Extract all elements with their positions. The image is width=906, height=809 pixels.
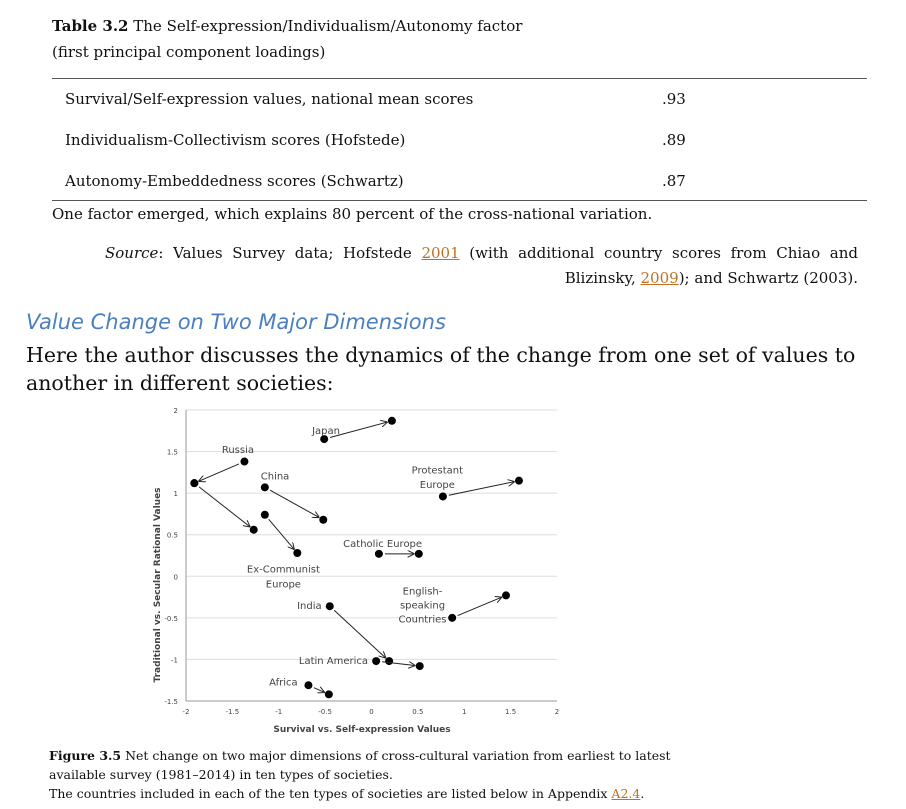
data-point-end [501,591,510,600]
group-label: Catholic Europe [343,539,422,550]
y-tick-label: -0.5 [164,615,178,623]
data-point-start [448,613,457,622]
data-point-end [385,657,394,666]
group-label: Africa [269,678,298,689]
data-point-start [240,457,249,466]
y-tick-label: 1.5 [167,449,178,457]
source-text: (with additional country scores from Chi… [459,244,858,287]
source-label: Source [105,244,159,262]
group-label: Protestant [412,466,464,477]
y-axis-label: Traditional vs. Secular Rational Values [153,487,163,682]
figure-caption: Figure 3.5 Net change on two major dimen… [49,746,689,803]
x-tick-label: -2 [183,708,190,716]
data-point-end [319,515,328,524]
table-title: The Self-expression/Individualism/Autono… [128,17,523,35]
y-tick-label: 0 [174,573,178,581]
table-caption: Table 3.2 The Self-expression/Individual… [52,17,522,35]
group-label: Europe [266,580,301,591]
x-tick-label: 1.5 [505,708,516,716]
x-tick-label: 0.5 [412,708,423,716]
x-tick-label: 0 [369,708,373,716]
change-arrow [198,486,250,527]
data-point-end [324,690,333,699]
group-label: Russia [222,445,254,456]
figure-label: Figure 3.5 [49,748,122,763]
table-row-value: .87 [662,172,686,190]
data-point-start [190,479,199,488]
data-point-end [387,416,396,425]
data-point-end [249,525,258,534]
table-row-name: Autonomy-Embeddedness scores (Schwartz) [65,172,404,190]
group-label: Ex-Communist [247,565,320,576]
table-row-name: Survival/Self-expression values, nationa… [65,90,474,108]
group-label: Japan [311,426,340,437]
data-point-end [293,549,302,558]
data-point-start [260,483,269,492]
group-label: Latin America [299,656,368,667]
table-row-value: .89 [662,131,686,149]
table-row-name: Individualism-Collectivism scores (Hofst… [65,131,406,149]
appendix-link[interactable]: A2.4 [611,786,641,801]
x-tick-label: -1.5 [226,708,240,716]
group-label: Countries [399,615,447,626]
group-label: speaking [400,600,445,611]
x-tick-label: -1 [275,708,282,716]
data-point-end [414,549,423,558]
group-label: English- [403,586,443,597]
change-arrow [268,519,294,549]
section-heading: Value Change on Two Major Dimensions [26,310,446,334]
change-arrow [269,489,319,517]
data-point-start [320,435,329,444]
caption-end: . [640,786,645,801]
source-text: ); and Schwartz (2003). [678,269,858,287]
data-point-start [325,602,334,611]
table-row-value: .93 [662,90,686,108]
change-arrow [329,422,387,439]
data-point-start [304,681,313,690]
y-tick-label: 1 [174,490,178,498]
data-point-end [514,476,523,485]
data-point-start [438,492,447,501]
y-tick-label: -1.5 [164,698,178,706]
change-arrow [457,597,502,617]
group-label: India [297,601,322,612]
caption-note: The countries included in each of the te… [49,786,612,801]
scatter-chart: 2 1.5 1 0.5 0 -0.5 -1 -1.5 -2 -1.5 -1 -0.5 0 0.5 1 1.5 2… [153,407,559,735]
section-paragraph: Here the author discusses the dynamics o… [26,343,856,395]
data-point-start [260,510,269,519]
change-arrow [313,688,324,693]
caption-text: Net change on two major dimensions of cr… [49,748,671,782]
y-tick-label: 2 [174,407,178,415]
source-text: : Values Survey data; Hofstede [158,244,422,262]
group-label: Europe [420,480,455,491]
table-top-rule [52,78,867,79]
x-axis-label: Survival vs. Self-expression Values [273,725,450,735]
data-point-start [374,549,383,558]
y-tick-label: -1 [171,656,178,664]
table-note: One factor emerged, which explains 80 pe… [52,205,653,223]
table-bottom-rule [52,200,867,201]
change-arrow [333,609,385,657]
reference-link[interactable]: 2001 [421,244,460,262]
reference-link[interactable]: 2009 [640,269,679,287]
change-arrow [382,661,415,666]
x-tick-label: -0.5 [318,708,332,716]
change-arrow [199,463,240,481]
data-point-start [372,657,381,666]
data-point-end [415,662,424,671]
x-tick-label: 2 [555,708,559,716]
table-subtitle: (first principal component loadings) [52,43,326,61]
change-arrow [448,482,514,496]
table-source: Source: Values Survey data; Hofstede 200… [105,241,858,291]
group-label: China [261,472,290,483]
y-tick-label: 0.5 [167,532,178,540]
x-tick-label: 1 [462,708,466,716]
table-label: Table 3.2 [52,17,129,35]
